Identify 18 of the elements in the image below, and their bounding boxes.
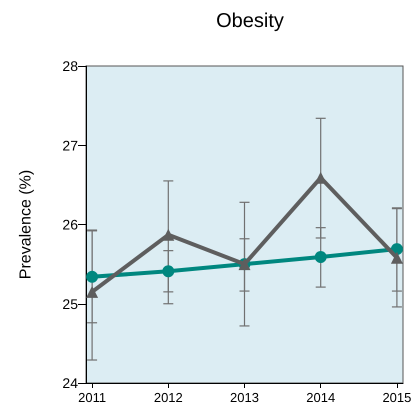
point: [314, 250, 327, 263]
y-tick-label: 26: [62, 216, 78, 232]
y-tick-label: 28: [62, 58, 78, 74]
y-axis-title: Prevalence (%): [18, 170, 34, 280]
x-tick-label: 2013: [230, 390, 259, 405]
point: [162, 228, 174, 241]
point: [86, 270, 98, 283]
x-tick-label: 2012: [154, 390, 183, 405]
x-tick-label: 2015: [382, 390, 412, 405]
x-tick-label: 2011: [78, 390, 106, 405]
chart-title: Obesity: [216, 10, 284, 32]
point: [86, 286, 98, 298]
point: [162, 265, 174, 278]
x-tick-label: 2014: [306, 390, 336, 405]
y-tick-label: 24: [62, 375, 78, 391]
y-tick-label: 25: [62, 296, 78, 312]
point: [390, 252, 403, 264]
y-tick-label: 27: [62, 137, 78, 154]
